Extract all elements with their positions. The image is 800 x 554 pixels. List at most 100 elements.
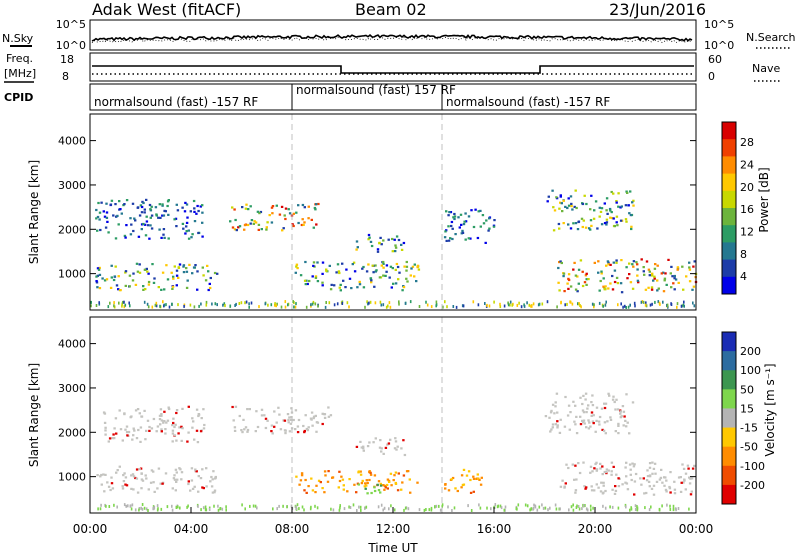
scatter-cell: [335, 271, 338, 274]
power-ylabel: Slant Range [km]: [27, 160, 41, 264]
scatter-cell: [188, 263, 191, 266]
scatter-cell: [598, 415, 602, 419]
scatter-cell: [544, 506, 547, 510]
scatter-cell: [287, 303, 289, 307]
scatter-cell: [670, 286, 673, 289]
colorbar-tick-label: -200: [740, 479, 765, 492]
scatter-cell: [111, 487, 115, 490]
scatter-cell: [464, 212, 467, 215]
scatter-cell: [605, 468, 609, 471]
scatter-cell: [455, 305, 458, 309]
scatter-cell: [273, 410, 276, 413]
scatter-cell: [569, 300, 572, 304]
scatter-cell: [504, 505, 507, 509]
scatter-cell: [604, 489, 607, 493]
scatter-cell: [445, 210, 448, 213]
scatter-cell: [651, 274, 654, 277]
scatter-cell: [137, 235, 141, 238]
scatter-cell: [383, 484, 386, 487]
scatter-cell: [590, 401, 593, 404]
scatter-cell: [316, 421, 320, 424]
scatter-cell: [317, 479, 321, 482]
scatter-cell: [175, 506, 178, 509]
scatter-cell: [106, 481, 109, 484]
scatter-cell: [201, 486, 204, 489]
scatter-cell: [125, 484, 129, 487]
scatter-cell: [219, 507, 221, 511]
scatter-cell: [668, 485, 671, 489]
scatter-cell: [370, 491, 373, 495]
scatter-cell: [627, 204, 630, 207]
scatter-cell: [192, 420, 195, 423]
scatter-cell: [499, 302, 501, 306]
scatter-cell: [107, 231, 110, 234]
scatter-cell: [469, 478, 472, 482]
scatter-cell: [270, 206, 274, 209]
scatter-cell: [692, 265, 695, 268]
scatter-cell: [435, 504, 438, 508]
scatter-cell: [213, 477, 217, 480]
scatter-cell: [416, 266, 419, 269]
scatter-cell: [134, 283, 138, 286]
scatter-cell: [577, 282, 580, 285]
scatter-cell: [546, 200, 549, 203]
scatter-cell: [202, 506, 205, 510]
scatter-cell: [579, 415, 582, 418]
colorbar-swatch: [722, 446, 736, 467]
scatter-cell: [245, 300, 248, 304]
scatter-cell: [324, 474, 327, 477]
scatter-cell: [304, 260, 307, 264]
scatter-cell: [175, 439, 178, 442]
scatter-cell: [196, 204, 199, 208]
scatter-cell: [402, 241, 406, 245]
scatter-cell: [487, 229, 490, 232]
scatter-cell: [567, 273, 571, 276]
scatter-cell: [532, 302, 535, 306]
scatter-cell: [662, 290, 666, 293]
freq-tick-top: 18: [60, 53, 74, 66]
scatter-cell: [107, 305, 110, 309]
scatter-cell: [394, 244, 397, 247]
noise-left-label: N.Sky: [2, 32, 34, 45]
scatter-cell: [369, 471, 372, 474]
scatter-cell: [117, 288, 120, 291]
scatter-cell: [554, 405, 557, 408]
scatter-cell: [581, 270, 584, 273]
scatter-cell: [447, 214, 450, 217]
scatter-cell: [124, 476, 128, 479]
scatter-cell: [300, 223, 304, 227]
scatter-cell: [467, 470, 471, 473]
scatter-cell: [157, 467, 161, 470]
scatter-cell: [591, 302, 594, 306]
scatter-cell: [186, 440, 189, 443]
scatter-cell: [667, 258, 670, 261]
scatter-cell: [621, 405, 625, 408]
scatter-cell: [174, 217, 178, 220]
scatter-cell: [292, 300, 294, 304]
scatter-cell: [103, 412, 107, 415]
scatter-cell: [307, 205, 310, 208]
scatter-cell: [311, 302, 314, 306]
scatter-cell: [386, 443, 389, 446]
scatter-cell: [214, 475, 217, 479]
scatter-cell: [663, 484, 666, 487]
scatter-cell: [147, 272, 150, 275]
scatter-cell: [360, 482, 364, 485]
scatter-cell: [565, 463, 568, 466]
power-colorbar-label: Power [dB]: [757, 167, 771, 232]
colorbar-swatch: [722, 465, 736, 486]
scatter-cell: [173, 265, 176, 268]
scatter-cell: [380, 450, 383, 453]
scatter-cell: [591, 404, 595, 407]
scatter-cell: [175, 409, 179, 412]
scatter-cell: [653, 267, 657, 270]
scatter-cell: [561, 479, 564, 482]
noise-right-label: N.Search: [746, 31, 796, 44]
scatter-cell: [233, 208, 236, 211]
scatter-cell: [366, 492, 369, 495]
scatter-cell: [609, 282, 612, 285]
scatter-cell: [195, 429, 199, 432]
scatter-cell: [617, 424, 620, 427]
scatter-cell: [516, 303, 519, 307]
scatter-cell: [447, 489, 451, 492]
